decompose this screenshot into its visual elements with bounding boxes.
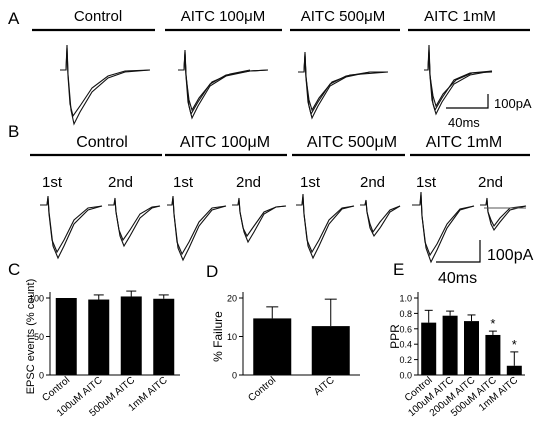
panel-letter-c: C [8,260,20,279]
y-tick-label: 0 [39,371,44,381]
significance-marker: * [512,337,517,352]
row-b-pulse-2nd-100um: 2nd [236,174,261,191]
y-tick-label: 0.2 [399,355,412,365]
y-tick-label: 10 [227,332,237,342]
row-b-scale-bar [436,240,481,263]
row-a-condition-control: Control [74,8,122,25]
significance-marker: * [490,316,495,331]
bar [464,321,479,375]
bar [485,334,501,375]
row-a-condition-100um: AITC 100μM [181,8,266,25]
y-tick-label: 20 [227,294,237,304]
row-b-trace-100um [167,195,287,262]
chart-percent-failure: 0 10 20% Failure Control AITC [211,292,360,404]
row-b-condition-1mm: AITC 1mM [426,134,502,151]
row-a-trace-500um [298,51,389,120]
row-b-pulse-1st-500um: 1st [300,174,321,191]
row-b-pulse-1st-100um: 1st [173,174,194,191]
row-a-trace-control [60,44,151,126]
row-a-trace-1mm [424,44,493,116]
y-tick-label: 100 [29,294,44,304]
y-tick-label: 1.0 [399,294,412,304]
x-tick-label: AITC [312,375,337,398]
row-b-pulse-1st-1mm: 1st [416,174,437,191]
bar [253,318,292,375]
row-b-trace-500um [296,193,401,260]
panel-letter-b: B [8,122,19,141]
row-a-scale-bar [446,94,489,109]
row-a-condition-1mm: AITC 1mM [424,8,496,25]
bar [120,296,142,375]
row-a-scale-time: 40ms [448,115,480,130]
bar [442,315,458,375]
row-a-condition-500um: AITC 500μM [301,8,386,25]
row-b-pulse-2nd-500um: 2nd [360,174,385,191]
y-axis-label: EPSC events (% count) [25,279,37,395]
row-b-pulse-2nd-1mm: 2nd [478,174,503,191]
y-axis-label: % Failure [211,311,225,362]
y-axis-label: PPR [388,324,402,349]
y-tick-label: 0 [232,371,237,381]
row-b-scale-current: 100pA [487,247,534,264]
row-b-pulse-1st-control: 1st [42,174,63,191]
panel-letter-e: E [393,260,404,279]
bar [311,326,350,375]
row-a-trace-100um [178,49,269,120]
row-b-condition-500um: AITC 500μM [307,134,397,151]
bar [506,365,522,375]
y-tick-label: 0.6 [399,324,412,334]
row-b-condition-100um: AITC 100μM [180,134,270,151]
bar [55,298,77,375]
row-b-trace-control [40,195,161,260]
bar [153,298,175,375]
row-b-condition-control: Control [76,134,128,151]
y-tick-label: 50 [34,332,44,342]
x-tick-label: Control [246,375,278,404]
y-tick-label: 0.4 [399,340,412,350]
y-tick-label: 0.0 [399,371,412,381]
row-b-pulse-2nd-control: 2nd [108,174,133,191]
row-b-scale-time: 40ms [438,270,477,287]
bar [88,299,110,375]
panel-letter-d: D [206,262,218,281]
y-tick-label: 0.8 [399,309,412,319]
panel-letter-a: A [8,9,20,28]
row-a-scale-current: 100pA [494,96,532,111]
bar [421,322,437,375]
row-b-trace-1mm [412,191,527,264]
